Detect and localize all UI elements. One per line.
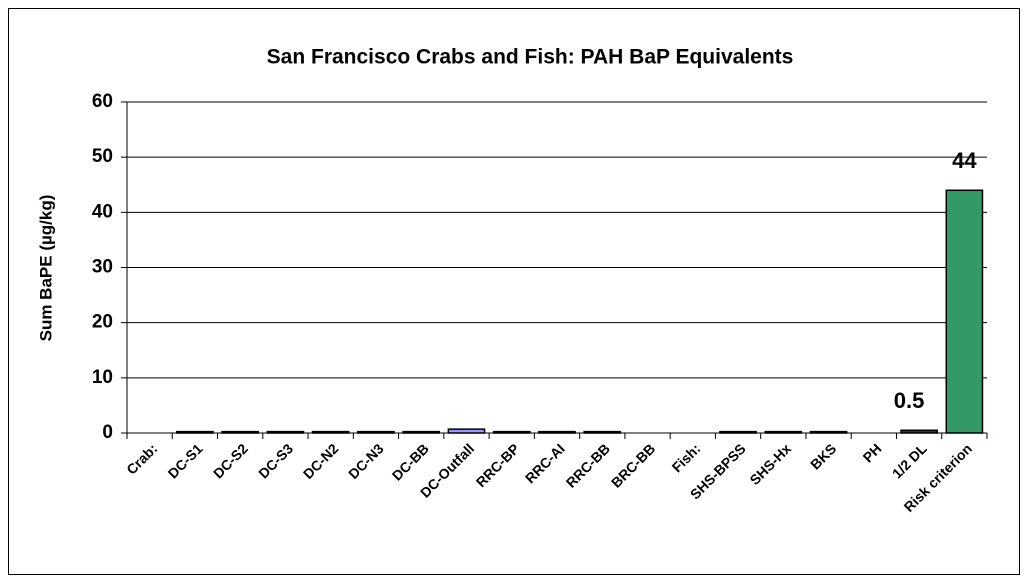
bar [583,430,622,434]
bar [492,430,531,434]
y-tick-label: 20 [92,312,113,333]
y-tick-label: 30 [92,257,113,278]
bar [357,430,395,434]
bar [809,430,848,434]
bar [402,430,441,434]
bar [447,428,486,434]
bar [266,430,305,434]
data-label: 44 [952,148,977,173]
y-axis-label: Sum BaPE (µg/kg) [36,195,55,342]
bar [900,429,938,434]
bar [538,430,576,434]
y-tick-label: 50 [92,146,113,167]
bar [221,430,260,434]
y-tick-label: 40 [92,201,113,222]
chart-title: San Francisco Crabs and Fish: PAH BaP Eq… [267,46,794,69]
data-label: 0.5 [894,388,925,413]
y-tick-label: 0 [102,422,113,443]
bar [764,430,803,434]
chart-border [8,8,1020,575]
bar [945,189,984,434]
y-tick-label: 60 [92,91,113,112]
bar [311,430,350,434]
y-tick-label: 10 [92,367,113,388]
bar [176,430,214,434]
bar [719,430,757,434]
